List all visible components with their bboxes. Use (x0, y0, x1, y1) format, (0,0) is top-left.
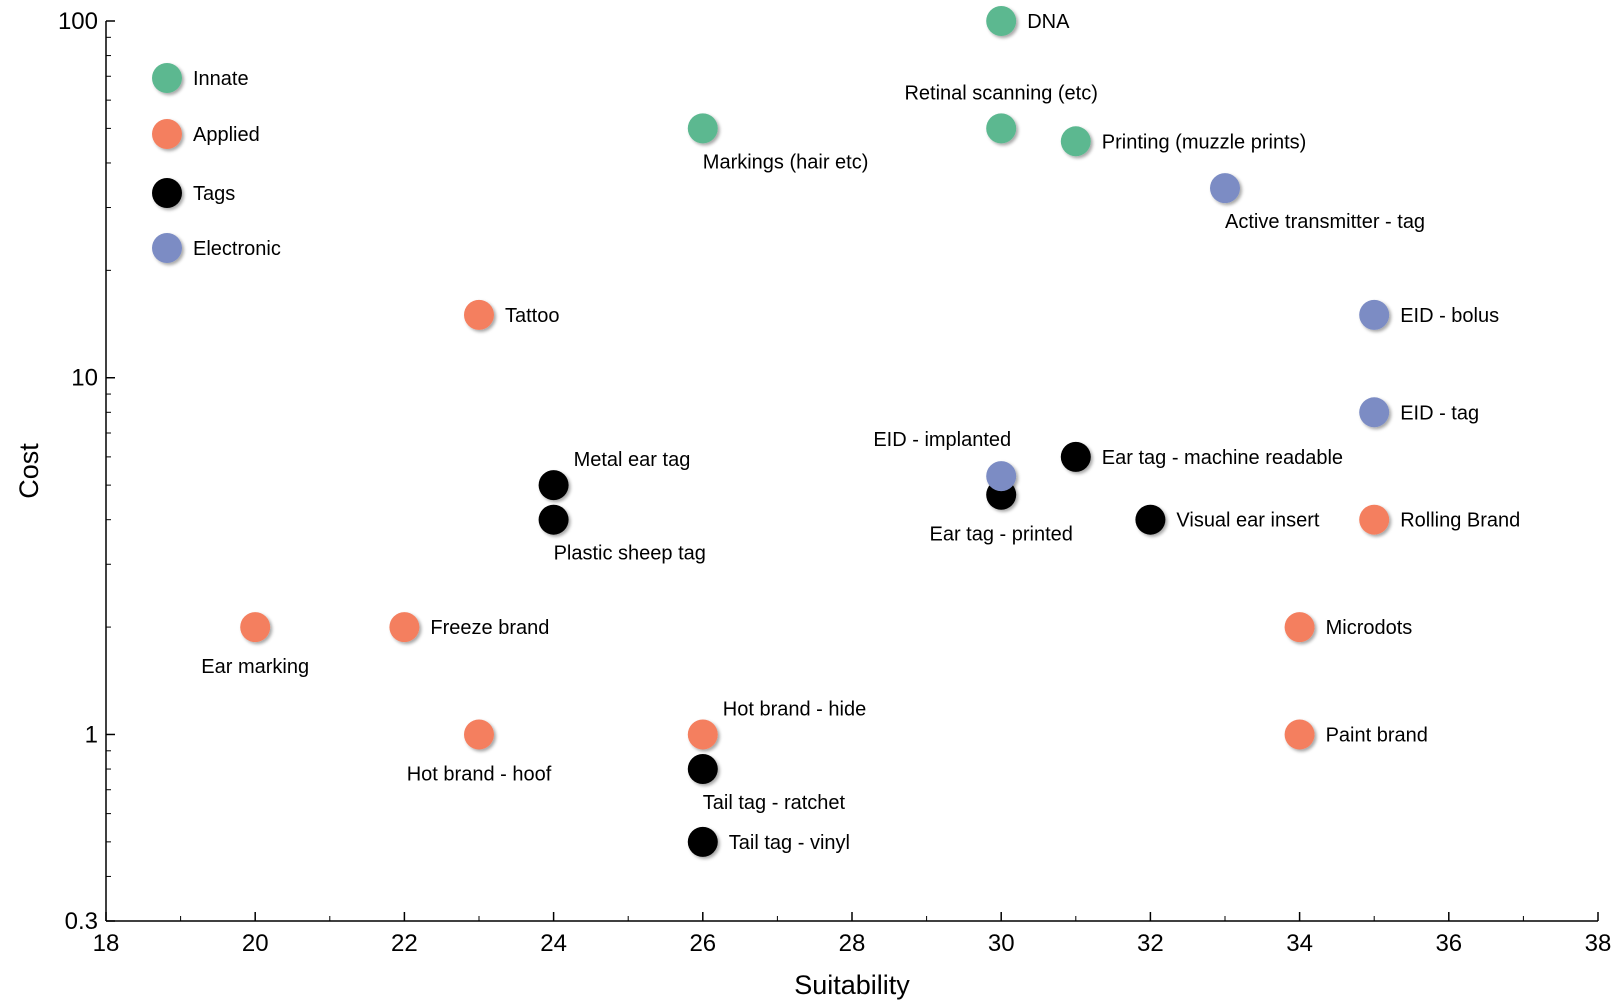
x-tick-label: 24 (540, 930, 567, 957)
data-point-tags (1135, 504, 1166, 535)
data-point-applied (389, 612, 420, 643)
data-label: EID - tag (1400, 402, 1479, 424)
data-point-electronic (1359, 299, 1390, 330)
data-point-applied (464, 719, 494, 750)
data-label: Tattoo (505, 305, 559, 327)
data-point-innate (986, 113, 1017, 144)
x-tick-label: 26 (689, 930, 716, 957)
y-tick-label: 0.3 (65, 908, 98, 935)
data-label: Plastic sheep tag (554, 543, 706, 565)
x-axis-title: Suitability (794, 970, 910, 1000)
y-tick-label: 10 (71, 365, 98, 392)
legend-label: Innate (193, 68, 249, 90)
y-axis-title: Cost (14, 443, 44, 499)
data-point-applied (464, 299, 494, 330)
data-label: Rolling Brand (1400, 510, 1520, 532)
data-label: Retinal scanning (etc) (904, 82, 1097, 104)
x-tick-label: 18 (93, 930, 120, 957)
data-label: Active transmitter - tag (1225, 211, 1425, 233)
y-tick-label: 100 (58, 8, 98, 35)
x-tick-label: 38 (1585, 930, 1612, 957)
x-tick-label: 20 (242, 930, 269, 957)
data-point-innate (1060, 126, 1091, 157)
data-label: Microdots (1326, 617, 1413, 639)
data-label: EID - bolus (1400, 305, 1499, 327)
data-label: Hot brand - hide (723, 698, 866, 720)
data-point-tags (687, 826, 718, 857)
data-label: Ear tag - printed (929, 524, 1072, 546)
y-ticks: 0.3 1 10 100 (58, 8, 115, 935)
data-point-tags (687, 754, 718, 785)
data-point-tags (1060, 441, 1091, 472)
x-ticks: 18 20 22 24 26 28 30 32 34 36 38 (93, 912, 1612, 957)
data-label: Ear marking (201, 656, 309, 678)
x-tick-label: 22 (391, 930, 418, 957)
data-label: Visual ear insert (1176, 510, 1319, 532)
data-label: Ear tag - machine readable (1102, 447, 1343, 469)
data-point-applied (240, 612, 271, 643)
data-point-tags (538, 470, 569, 501)
data-label: Tail tag - vinyl (729, 832, 850, 854)
data-point-innate (687, 113, 718, 144)
x-tick-label: 32 (1137, 930, 1164, 957)
data-point-tags (538, 504, 569, 535)
legend-marker-innate (152, 63, 182, 93)
y-tick-label: 1 (85, 721, 98, 748)
data-label: Metal ear tag (574, 449, 691, 471)
legend-label: Applied (193, 124, 260, 146)
x-tick-label: 30 (988, 930, 1015, 957)
data-label: Paint brand (1326, 724, 1428, 746)
data-label: Tail tag - ratchet (703, 792, 846, 814)
x-tick-label: 34 (1286, 930, 1313, 957)
data-label: Markings (hair etc) (703, 151, 869, 173)
data-point-applied (1284, 612, 1315, 643)
data-label: EID - implanted (873, 429, 1011, 451)
legend-marker-tags (152, 178, 182, 208)
legend-label: Electronic (193, 238, 281, 260)
data-label: Hot brand - hoof (407, 763, 552, 785)
data-point-applied (1284, 719, 1315, 750)
data-point-applied (1359, 504, 1390, 535)
data-point-electronic (986, 461, 1017, 492)
data-point-innate (986, 6, 1017, 36)
legend: Innate Applied Tags Electronic (152, 63, 281, 263)
legend-marker-applied (152, 119, 182, 149)
legend-label: Tags (193, 183, 235, 205)
data-label: Freeze brand (430, 617, 549, 639)
data-point-electronic (1210, 173, 1240, 204)
legend-marker-electronic (152, 233, 182, 263)
x-tick-label: 28 (839, 930, 866, 957)
data-point-applied (687, 719, 718, 750)
x-tick-label: 36 (1435, 930, 1462, 957)
data-label: Printing (muzzle prints) (1102, 131, 1307, 153)
data-point-electronic (1359, 397, 1390, 428)
data-label: DNA (1027, 11, 1070, 33)
data-points: DNA Retinal scanning (etc) Printing (muzzl… (201, 6, 1520, 857)
